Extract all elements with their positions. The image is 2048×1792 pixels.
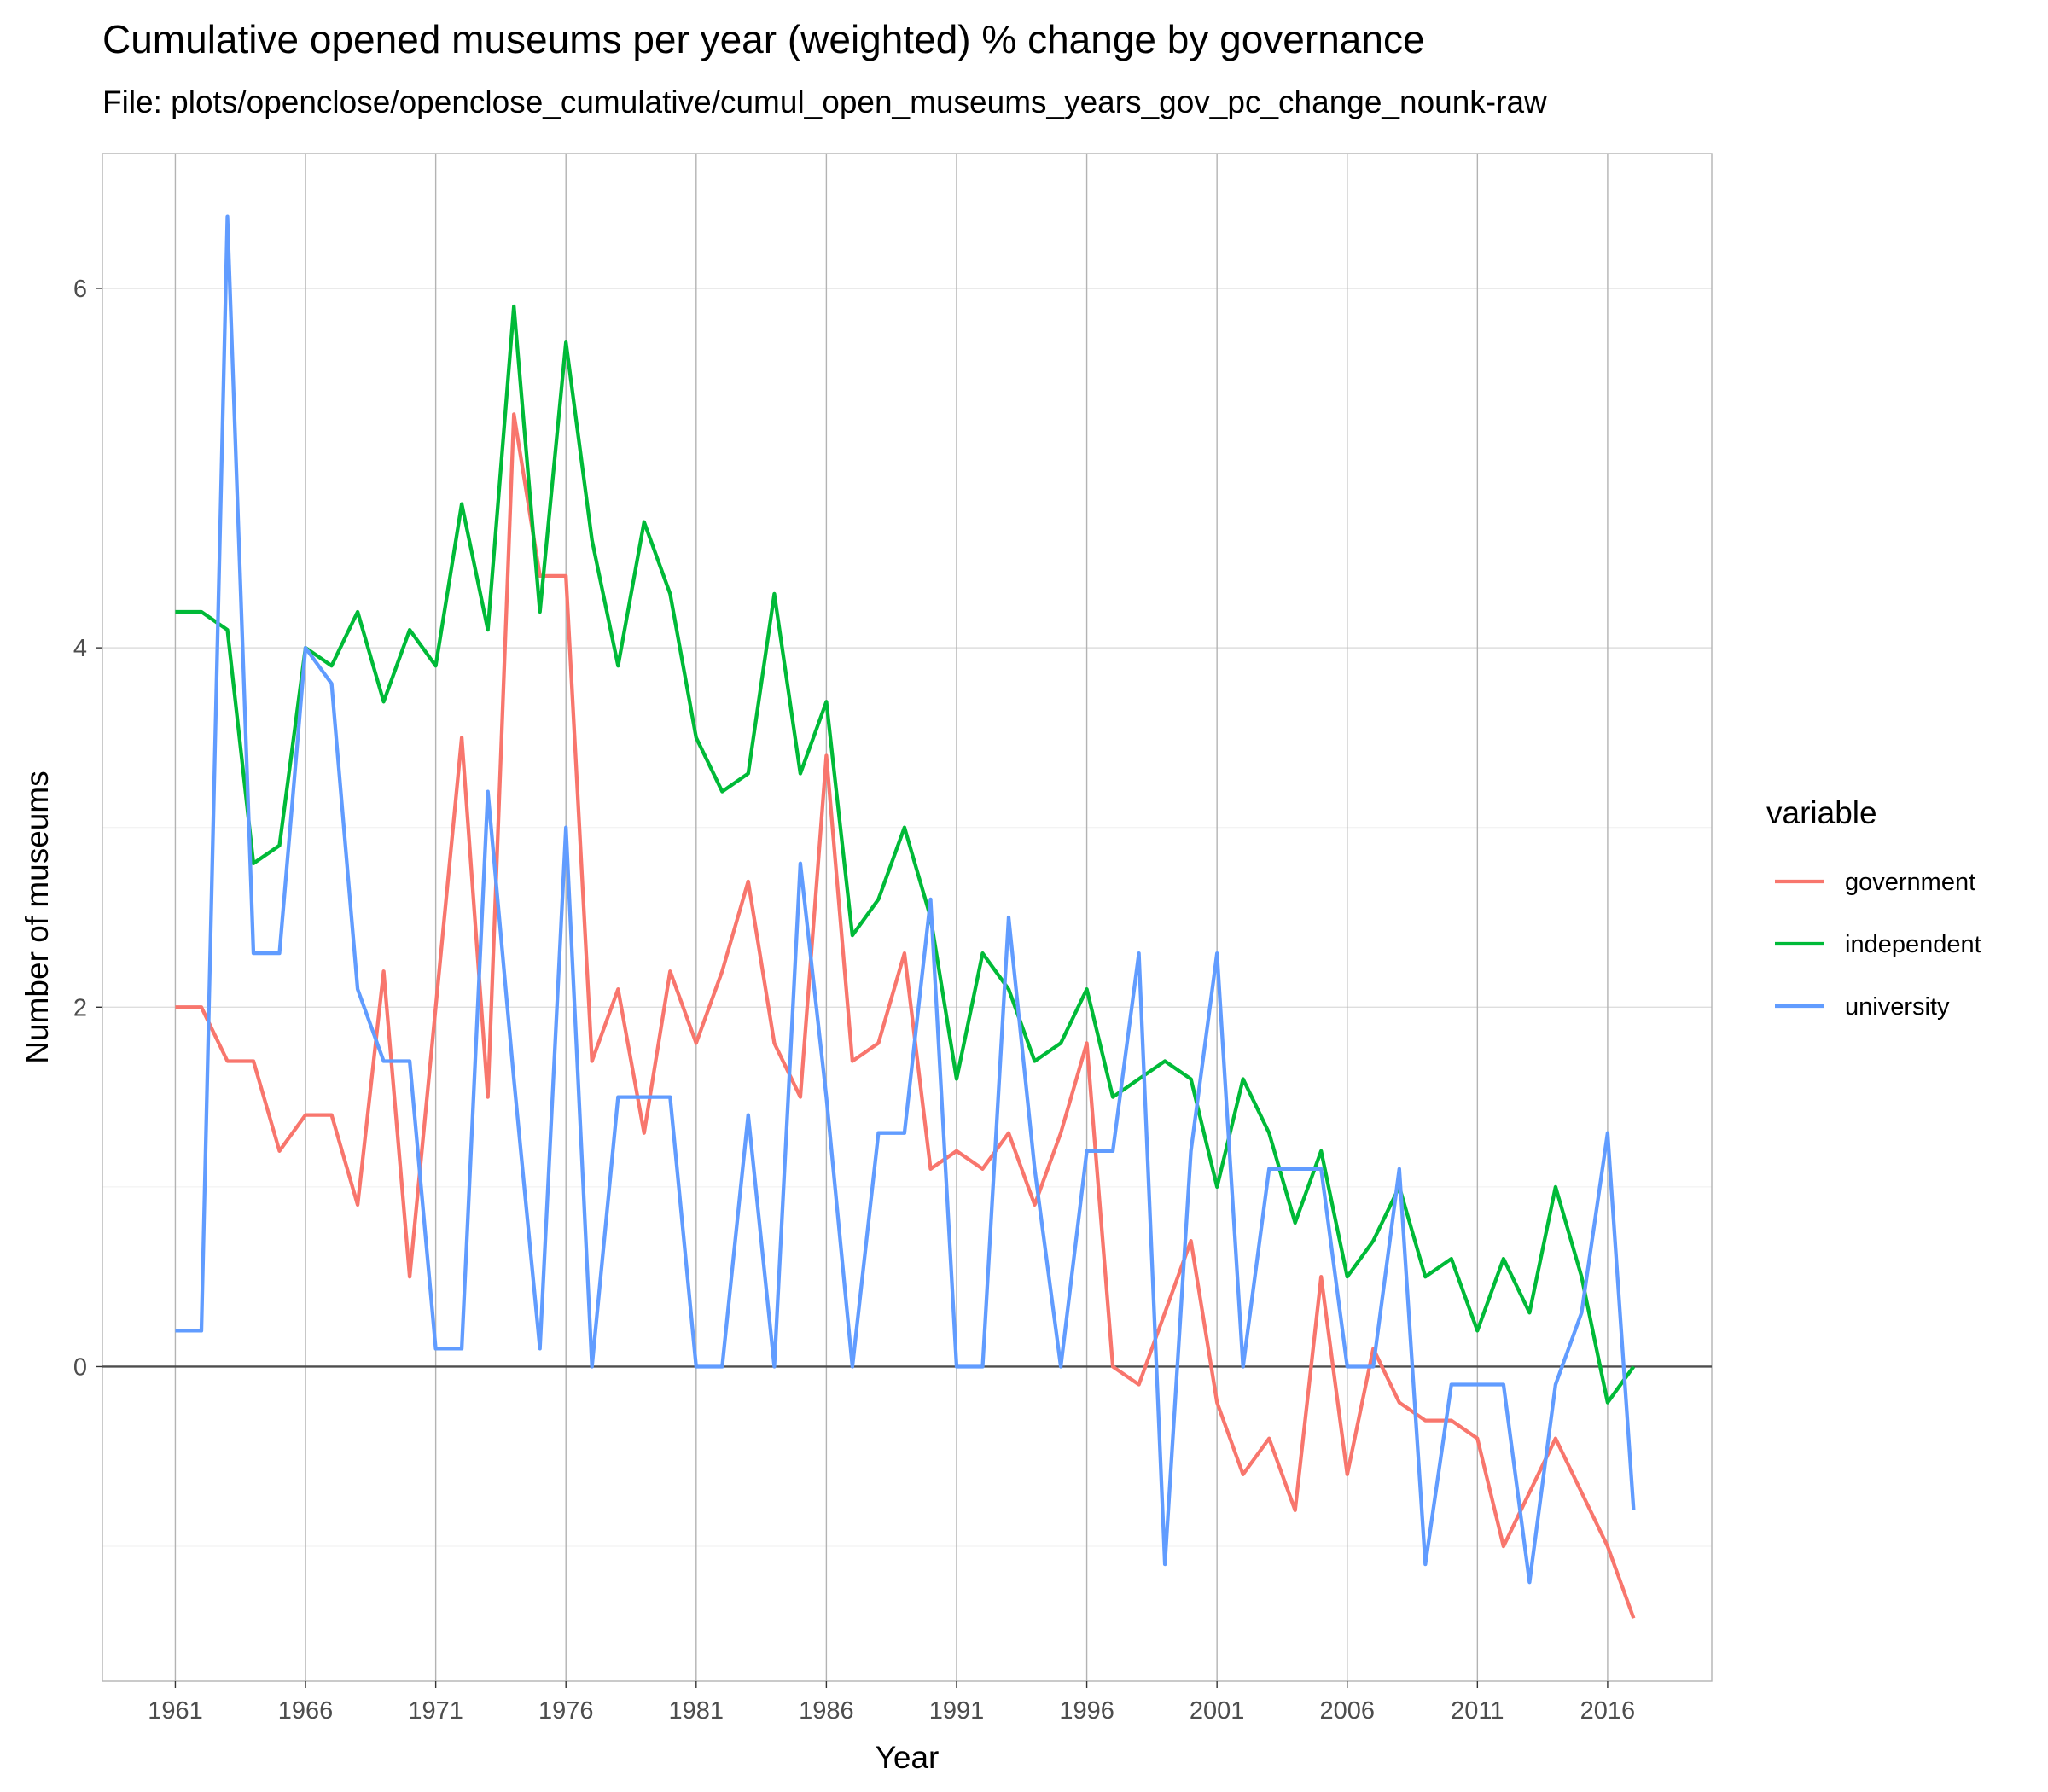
x-tick-label: 1976 — [538, 1697, 594, 1725]
y-tick-label: 4 — [73, 635, 87, 662]
grid-vertical-lines — [174, 154, 1609, 1681]
chart-subtitle: File: plots/openclose/openclose_cumulati… — [102, 84, 1547, 119]
series-lines — [175, 214, 1636, 1620]
legend: variable government independent university — [1766, 795, 1981, 1021]
y-tick-label: 2 — [73, 994, 87, 1021]
x-axis-ticks: 1961 1966 1971 1976 1981 1986 1991 1996 2001 2006… — [148, 1681, 1635, 1725]
plot-panel-border — [102, 153, 1713, 1682]
y-tick-label: 0 — [73, 1353, 87, 1381]
chart-title: Cumulative opened museums per year (weig… — [102, 17, 1425, 61]
series-line-independent — [175, 304, 1636, 1405]
grid-minor-lines — [102, 468, 1712, 1547]
x-tick-label: 1981 — [669, 1697, 724, 1725]
x-tick-label: 1991 — [929, 1697, 985, 1725]
x-tick-label: 2016 — [1580, 1697, 1636, 1725]
series-line-university — [175, 214, 1636, 1585]
series-line-government — [175, 412, 1636, 1620]
x-tick-label: 1971 — [408, 1697, 463, 1725]
x-tick-label: 1966 — [278, 1697, 334, 1725]
x-tick-label: 1986 — [799, 1697, 854, 1725]
y-axis-title: Number of museums — [20, 771, 55, 1063]
legend-items: government independent university — [1775, 869, 1981, 1021]
x-tick-label: 1961 — [148, 1697, 203, 1725]
x-tick-label: 2011 — [1451, 1697, 1504, 1725]
y-axis-ticks: 0 2 4 6 — [73, 276, 102, 1381]
x-tick-label: 1996 — [1059, 1697, 1114, 1725]
x-tick-label: 2006 — [1319, 1697, 1375, 1725]
legend-label-university: university — [1845, 993, 1950, 1021]
legend-label-independent: independent — [1845, 931, 1981, 958]
x-tick-label: 2001 — [1190, 1697, 1245, 1725]
x-axis-title: Year — [876, 1740, 940, 1775]
legend-title: variable — [1766, 795, 1877, 830]
legend-label-government: government — [1845, 869, 1975, 896]
y-tick-label: 6 — [73, 276, 87, 303]
